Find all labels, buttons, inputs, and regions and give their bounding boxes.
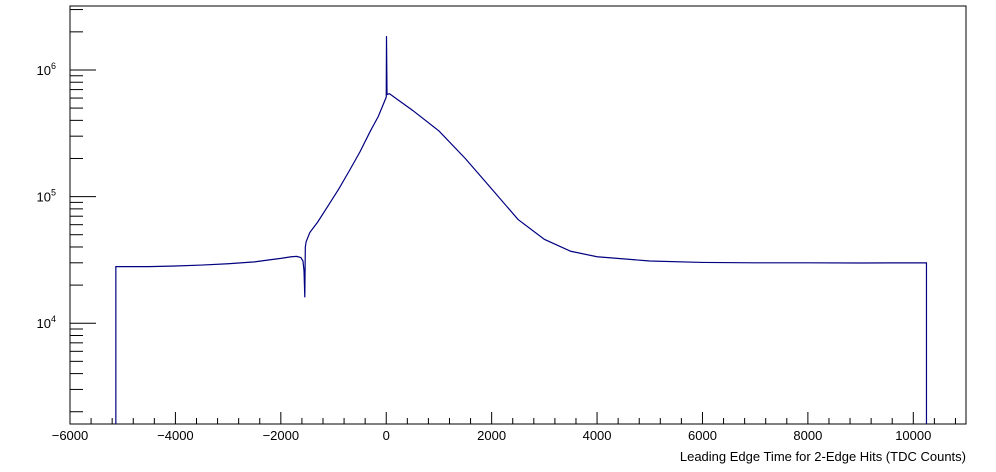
y-tick-label: 106 [37, 61, 56, 78]
x-tick-label: 10000 [895, 428, 931, 443]
y-tick-exponent: 4 [51, 314, 56, 324]
series-layer [115, 36, 928, 424]
y-tick-base: 10 [37, 63, 51, 78]
x-tick-label: −6000 [52, 428, 89, 443]
y-tick-label: 104 [37, 314, 56, 331]
y-tick-base: 10 [37, 316, 51, 331]
x-axis-title: Leading Edge Time for 2-Edge Hits (TDC C… [680, 449, 966, 464]
x-tick-label: −2000 [263, 428, 300, 443]
x-tick-label: 6000 [688, 428, 717, 443]
x-tick-label: 8000 [793, 428, 822, 443]
x-tick-label: 0 [383, 428, 390, 443]
series-line-0 [115, 36, 928, 424]
y-tick-exponent: 5 [51, 188, 56, 198]
x-tick-label: −4000 [157, 428, 194, 443]
y-tick-label: 105 [37, 188, 56, 205]
x-axis: −6000 −4000 −2000 0 2000 4000 6000 8000 10000 [52, 412, 956, 443]
x-tick-label: 2000 [477, 428, 506, 443]
y-tick-base: 10 [37, 190, 51, 205]
x-tick-label: 4000 [583, 428, 612, 443]
y-tick-exponent: 6 [51, 61, 56, 71]
plot-frame [69, 5, 967, 425]
